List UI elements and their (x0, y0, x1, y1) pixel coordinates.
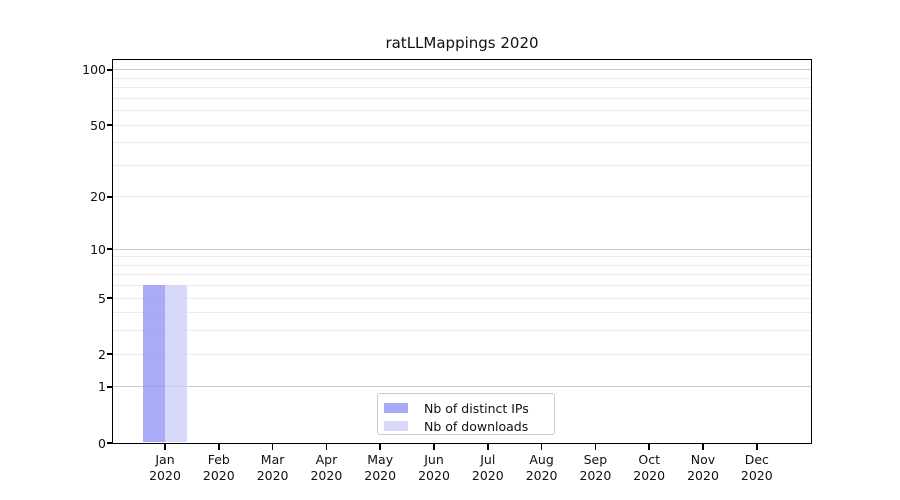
y-gridline-minor (112, 297, 811, 299)
y-gridline-minor (112, 285, 811, 287)
x-tick-year: 2020 (418, 467, 450, 483)
y-tick-label: 0 (98, 435, 106, 451)
y-gridline-major (112, 248, 811, 250)
y-gridline-major (112, 386, 811, 388)
legend-label: Nb of distinct IPs (424, 400, 529, 416)
y-gridline-minor (112, 256, 811, 258)
x-tick-mark (594, 443, 597, 450)
x-tick-month: Oct (638, 452, 660, 467)
x-tick-month: Nov (690, 452, 716, 467)
x-tick-year: 2020 (579, 467, 612, 483)
x-tick-label: Sep 2020 (567, 452, 623, 483)
x-tick-year: 2020 (202, 467, 235, 483)
x-tick-year: 2020 (256, 467, 289, 483)
x-tick-label: Mar 2020 (245, 452, 301, 483)
gridlines-layer (112, 60, 811, 443)
y-tick-mark (106, 386, 113, 388)
x-tick-mark (271, 443, 274, 450)
y-tick-label: 20 (90, 189, 106, 205)
y-gridline-minor (112, 110, 811, 112)
x-tick-label: Jul 2020 (460, 452, 516, 483)
legend-entry-distinct-ips: Nb of distinct IPs (384, 399, 554, 417)
x-tick-label: Jan 2020 (137, 452, 193, 483)
bar-jan-series1 (164, 285, 187, 443)
x-tick-mark (540, 443, 543, 450)
x-tick-label: Apr 2020 (298, 452, 354, 483)
y-tick-mark (106, 248, 113, 250)
x-tick-month: Sep (583, 452, 608, 467)
x-tick-mark (433, 443, 435, 450)
x-tick-month: Jul (480, 452, 496, 467)
x-tick-month: Feb (207, 452, 230, 467)
y-tick-mark (106, 353, 113, 355)
x-tick-mark (756, 443, 758, 450)
x-tick-year: 2020 (525, 467, 558, 483)
x-tick-mark (379, 443, 381, 450)
x-tick-year: 2020 (740, 467, 773, 483)
y-gridline-minor (112, 97, 811, 99)
x-tick-mark (164, 443, 166, 450)
bars-layer (113, 60, 811, 443)
legend-entry-downloads: Nb of downloads (384, 417, 554, 435)
x-tick-mark (218, 443, 220, 450)
x-tick-month: Jun (424, 452, 444, 467)
x-tick-year: 2020 (687, 467, 719, 483)
y-gridline-minor (112, 87, 811, 89)
x-tick-mark (325, 443, 328, 450)
downloads-swatch-icon (384, 421, 408, 431)
y-gridline-minor (112, 77, 811, 79)
x-tick-label: Feb 2020 (191, 452, 247, 483)
y-tick-label: 5 (98, 290, 106, 306)
x-tick-year: 2020 (310, 467, 343, 483)
y-tick-label: 50 (90, 117, 106, 133)
chart-title: ratLLMappings 2020 (385, 34, 539, 52)
x-tick-label: Nov 2020 (675, 452, 731, 483)
y-tick-label: 1 (98, 379, 106, 395)
y-gridline-minor (112, 312, 811, 314)
y-gridline-minor (112, 164, 811, 166)
x-tick-label: Dec 2020 (729, 452, 785, 483)
x-tick-year: 2020 (364, 467, 397, 483)
legend-label: Nb of downloads (424, 418, 529, 434)
y-tick-label: 100 (82, 62, 106, 78)
y-gridline-minor (112, 196, 811, 198)
x-tick-month: May (367, 452, 394, 467)
y-gridline-minor (112, 142, 811, 144)
x-tick-month: Aug (529, 452, 554, 467)
x-tick-label: Aug 2020 (514, 452, 570, 483)
y-tick-mark (106, 297, 113, 299)
x-tick-label: May 2020 (352, 452, 408, 483)
x-tick-month: Dec (744, 452, 769, 467)
y-gridline-minor (112, 353, 811, 355)
x-tick-year: 2020 (149, 467, 181, 483)
x-tick-year: 2020 (471, 467, 504, 483)
y-tick-label: 2 (98, 346, 106, 362)
x-tick-label: Oct 2020 (621, 452, 677, 483)
plot-area (111, 58, 812, 444)
x-tick-month: Mar (260, 452, 285, 467)
y-gridline-major (112, 69, 811, 71)
x-tick-month: Jan (155, 452, 175, 467)
bar-jan-series0 (142, 285, 165, 443)
y-gridline-minor (112, 124, 811, 126)
y-tick-mark (106, 442, 113, 444)
x-tick-month: Apr (315, 452, 338, 467)
x-tick-year: 2020 (633, 467, 666, 483)
x-tick-mark (702, 443, 704, 450)
y-gridline-minor (112, 274, 811, 276)
distinct-ips-swatch-icon (384, 403, 408, 413)
y-tick-label: 10 (90, 241, 106, 257)
legend: Nb of distinct IPs Nb of downloads (377, 393, 555, 435)
y-tick-mark (106, 124, 113, 126)
y-tick-mark (106, 196, 113, 198)
y-gridline-minor (112, 264, 811, 266)
y-gridline-minor (112, 330, 811, 332)
x-tick-mark (487, 443, 489, 450)
x-tick-label: Jun 2020 (406, 452, 462, 483)
y-tick-mark (106, 69, 113, 71)
x-tick-mark (648, 443, 650, 450)
